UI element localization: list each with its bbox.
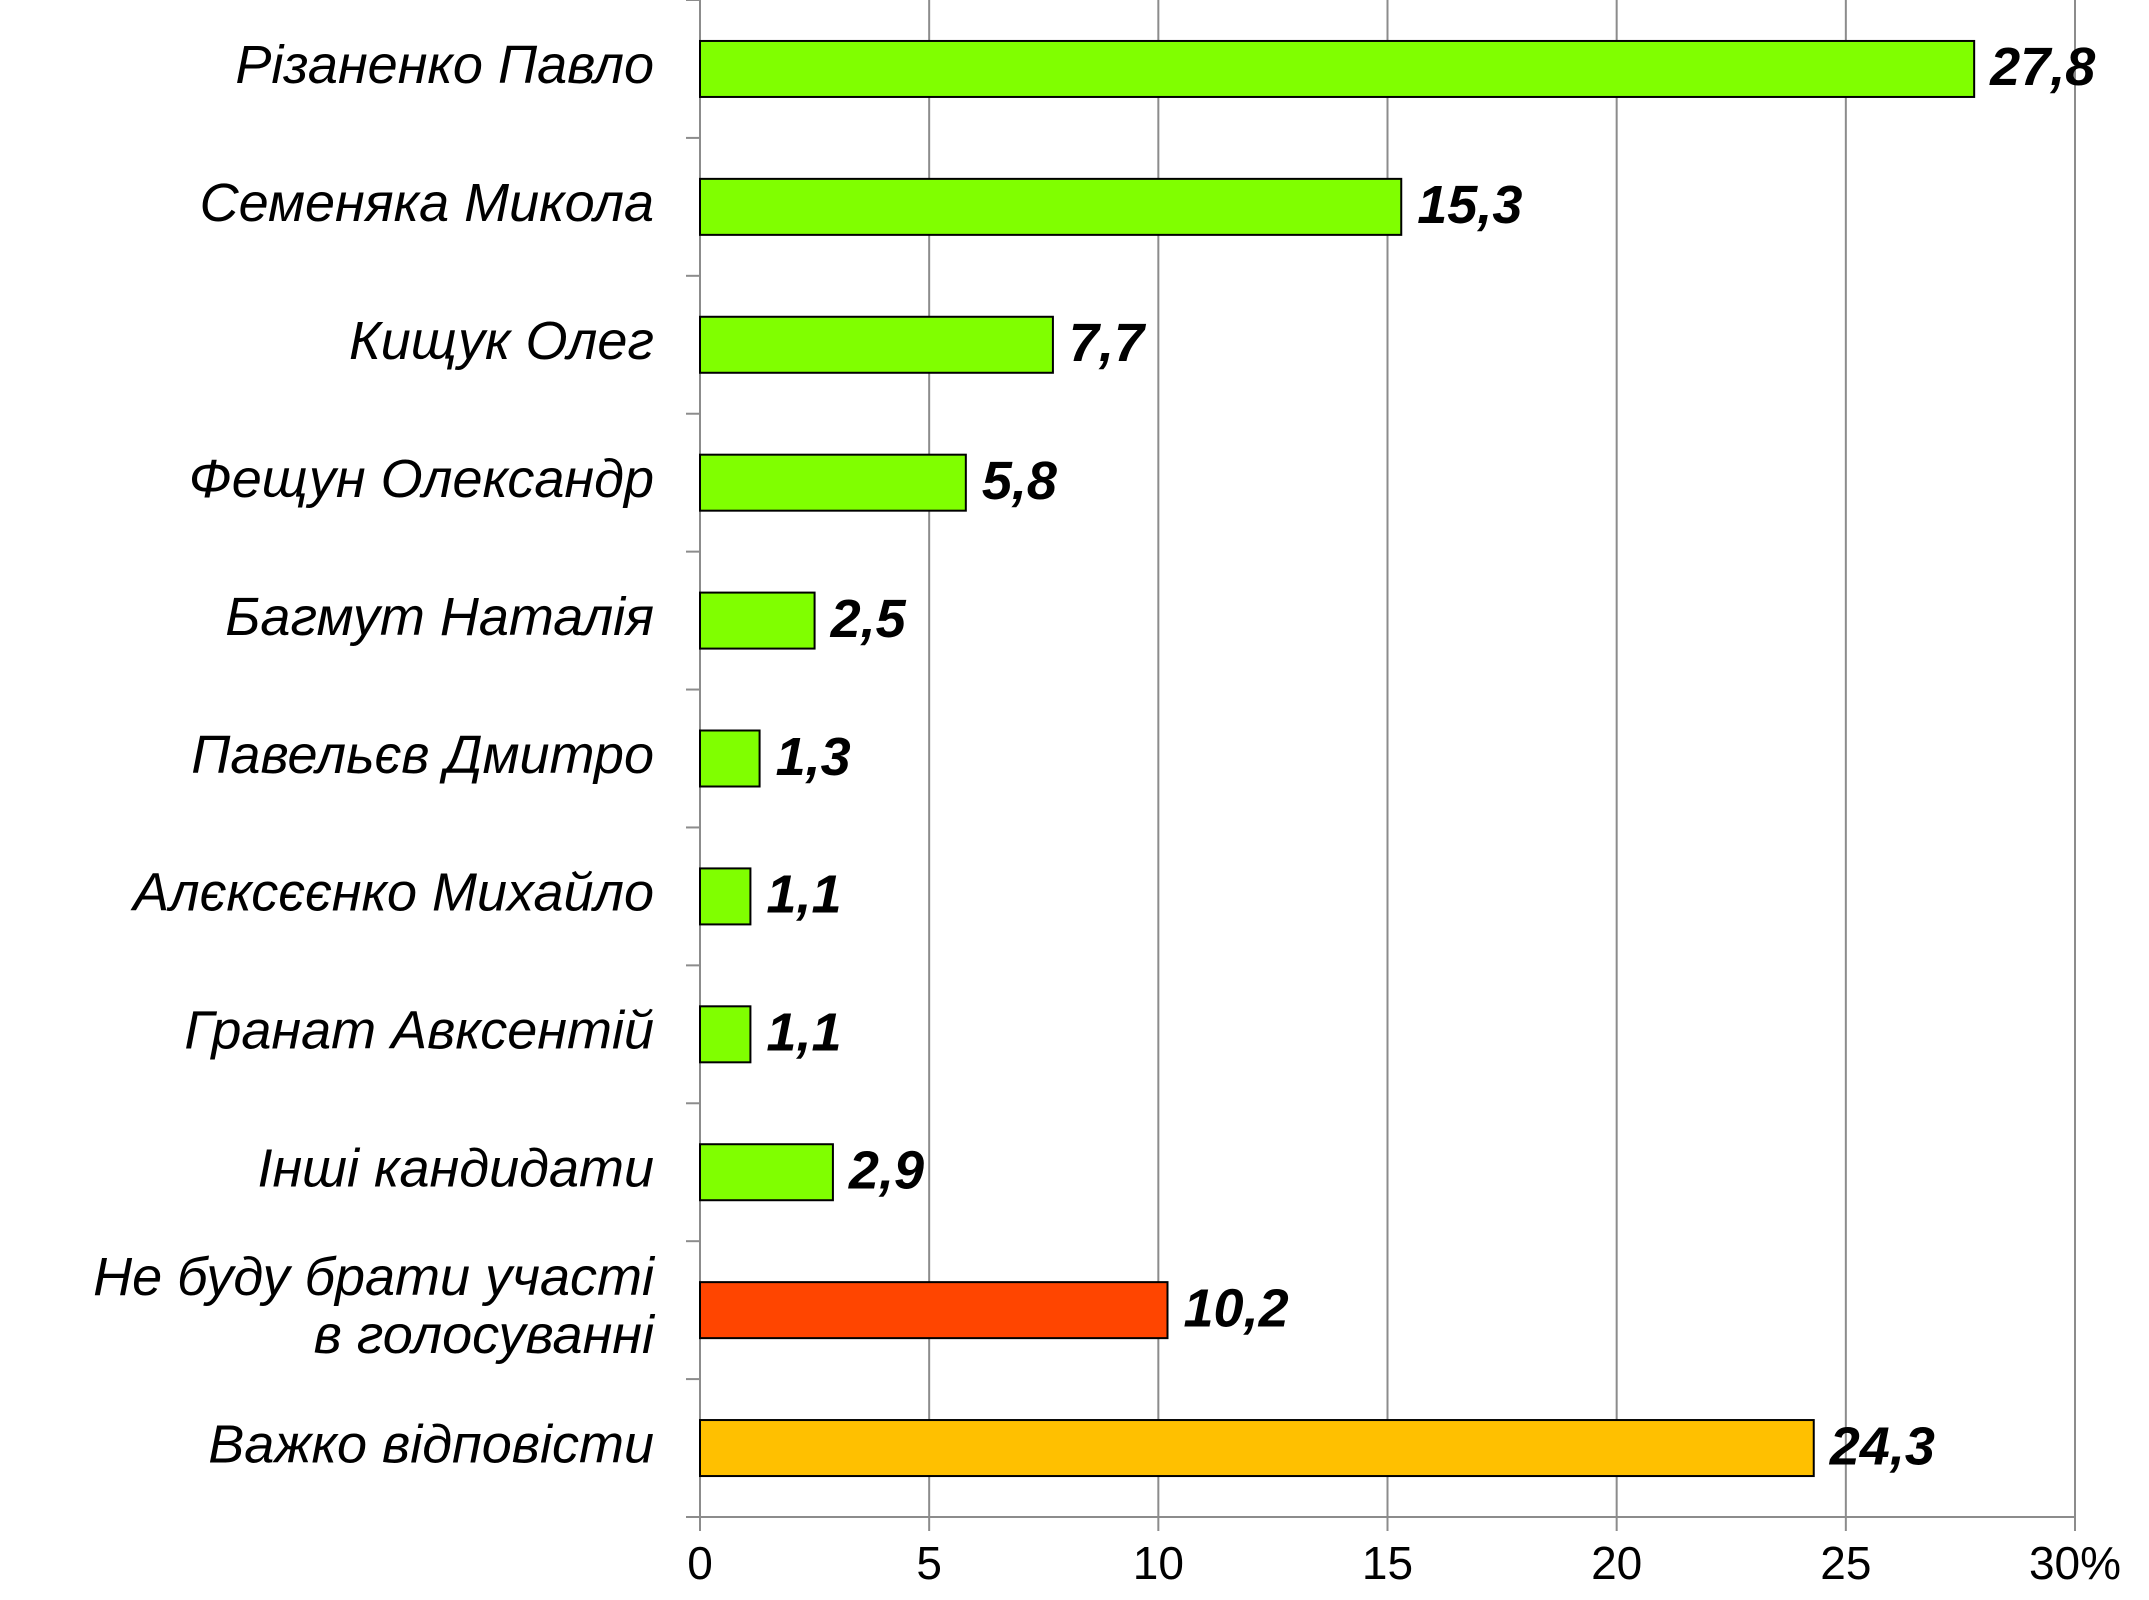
category-label: Павельєв Дмитро [191, 725, 654, 785]
value-label: 24,3 [1829, 1416, 1935, 1476]
value-label: 5,8 [982, 451, 1057, 511]
x-tick-label: 0 [687, 1537, 713, 1589]
bar [699, 453, 967, 512]
bar [699, 591, 816, 650]
category-label: Семеняка Микола [200, 173, 654, 233]
x-tick-label: 20 [1591, 1537, 1642, 1589]
category-label: Алєксєєнко Михайло [130, 863, 654, 923]
value-label: 2,5 [830, 589, 907, 649]
bar [699, 1005, 752, 1064]
x-tick-label: 5 [916, 1537, 942, 1589]
x-tick-label: 25 [1820, 1537, 1871, 1589]
category-label: Різаненко Павло [235, 35, 654, 95]
x-tick-label: 30% [2029, 1537, 2121, 1589]
bar [699, 1281, 1169, 1340]
category-label: Кищук Олег [349, 311, 654, 371]
value-label: 10,2 [1184, 1278, 1289, 1338]
value-label: 15,3 [1417, 175, 1522, 235]
value-label: 2,9 [848, 1140, 924, 1200]
category-label: Не буду брати участі в голосуванні [93, 1247, 656, 1365]
category-label: Фещун Олександр [189, 449, 654, 509]
x-tick-label: 10 [1133, 1537, 1184, 1589]
bar [699, 315, 1054, 374]
category-label: Важко відповісти [208, 1414, 654, 1474]
bar [699, 729, 761, 788]
category-label: Багмут Наталія [225, 587, 654, 647]
value-label: 7,7 [1069, 313, 1147, 373]
bar [699, 867, 752, 926]
category-label: Інші кандидати [257, 1138, 654, 1198]
value-label: 1,1 [766, 865, 841, 925]
category-label: Гранат Авксентій [184, 1001, 654, 1061]
bar [699, 177, 1403, 236]
bar [699, 39, 1976, 98]
value-label: 1,3 [776, 727, 851, 787]
value-label: 1,1 [766, 1003, 841, 1063]
bar [699, 1143, 834, 1202]
x-tick-label: 15 [1362, 1537, 1413, 1589]
value-label: 27,8 [1989, 37, 2095, 97]
bar [699, 1419, 1815, 1478]
